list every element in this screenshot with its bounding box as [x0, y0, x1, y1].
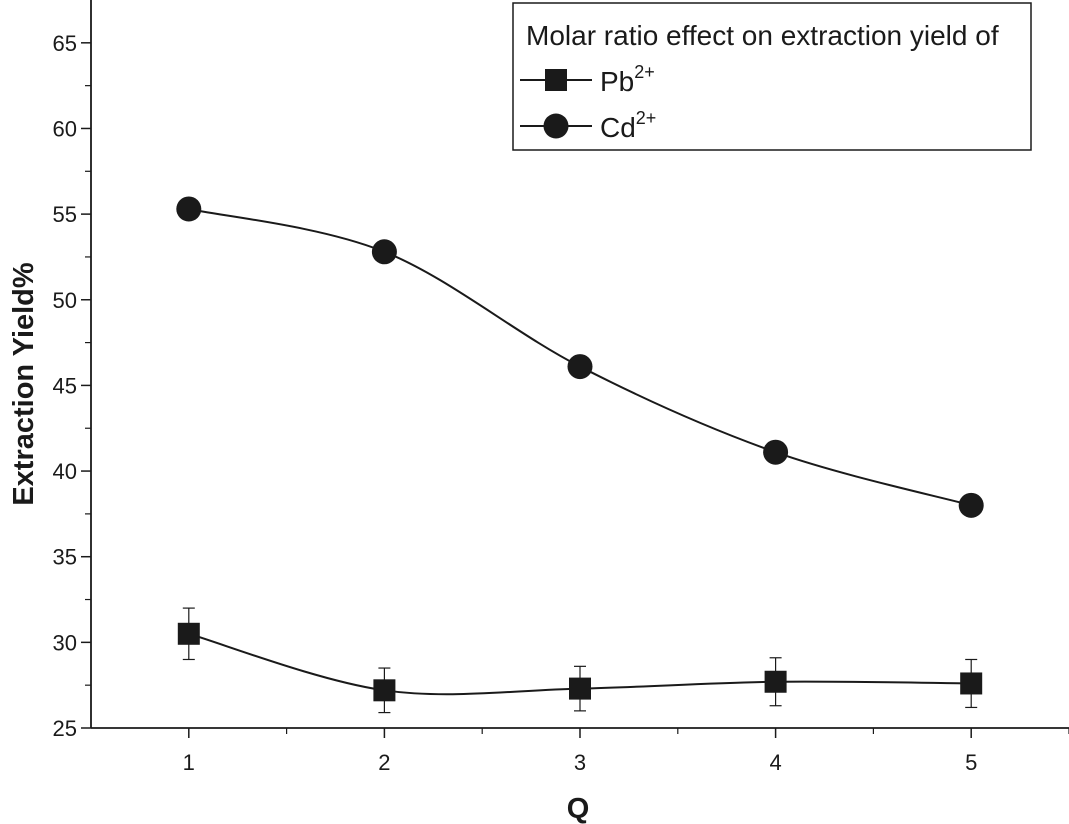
- x-tick-label: 2: [378, 750, 390, 775]
- y-tick-label: 60: [53, 116, 77, 141]
- y-tick-label: 40: [53, 459, 77, 484]
- series-cd: [176, 196, 984, 518]
- x-tick-label: 5: [965, 750, 977, 775]
- series-pb: [177, 607, 983, 714]
- series-layer: [176, 196, 984, 714]
- legend-label-superscript: 2+: [634, 62, 655, 82]
- y-axis-title: Extraction Yield%: [8, 262, 40, 506]
- data-point-cd: [958, 492, 984, 518]
- legend-marker-cd: [543, 113, 569, 139]
- y-tick-label: 25: [53, 716, 77, 741]
- legend-marker-pb: [545, 69, 567, 91]
- x-axis: 1 2 3 4 5: [91, 727, 1069, 775]
- legend-entry-pb: Pb2+: [520, 62, 655, 97]
- data-point-pb: [569, 677, 591, 700]
- y-axis: 25 30 35 40 45 50 55 60 65: [53, 0, 92, 741]
- legend: Molar ratio effect on extraction yield o…: [512, 2, 1032, 151]
- y-tick-label: 30: [53, 630, 77, 655]
- data-point-pb: [764, 670, 787, 693]
- y-tick-label: 55: [53, 202, 77, 227]
- legend-label-cd: Cd2+: [600, 108, 656, 143]
- y-tick-label: 65: [53, 31, 77, 56]
- data-point-cd: [763, 439, 789, 465]
- x-tick-label: 1: [183, 750, 195, 775]
- data-point-cd: [567, 354, 593, 380]
- data-point-cd: [176, 196, 202, 222]
- x-tick-label: 4: [769, 750, 781, 775]
- legend-entries: Pb2+ Cd2+: [520, 62, 656, 143]
- legend-box: [512, 2, 1032, 151]
- x-tick-label: 3: [574, 750, 586, 775]
- y-tick-label: 50: [53, 288, 77, 313]
- data-point-pb: [177, 622, 200, 645]
- data-point-pb: [960, 672, 983, 695]
- data-point-cd: [371, 239, 397, 265]
- y-tick-label: 35: [53, 545, 77, 570]
- data-point-pb: [373, 679, 396, 702]
- legend-label-superscript: 2+: [636, 108, 657, 128]
- legend-title: Molar ratio effect on extraction yield o…: [526, 20, 999, 51]
- y-tick-label: 45: [53, 373, 77, 398]
- x-axis-title: Q: [567, 793, 590, 824]
- legend-entry-cd: Cd2+: [520, 108, 656, 143]
